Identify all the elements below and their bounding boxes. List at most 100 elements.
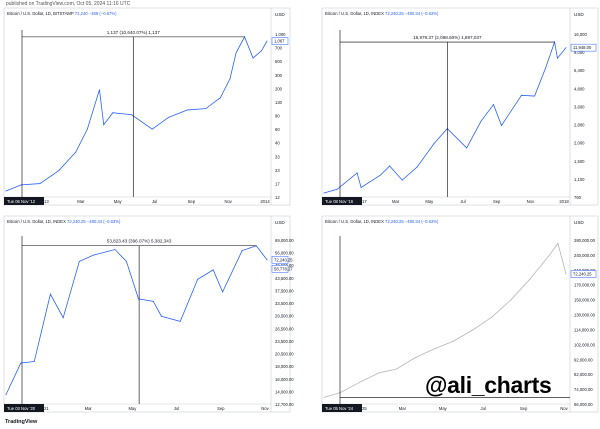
price-point: [261, 50, 262, 52]
start-date-label: Tue 05 Nov '24: [325, 406, 354, 411]
y-tick-label: 37,500.00: [275, 288, 294, 293]
last-price-label: 72,240.25: [573, 272, 592, 277]
price-point: [212, 269, 214, 271]
price-point: [565, 273, 567, 275]
y-tick-label: 92,000.00: [574, 357, 593, 362]
last-price-tag: [570, 270, 597, 278]
chart-header: Bitcoin / U.S. Dollar, 1D, BITSTAMP 72,2…: [7, 11, 117, 16]
y-tick-label: 700: [275, 46, 283, 51]
y-tick-label: 300: [275, 73, 283, 78]
start-date-tag: [322, 197, 362, 205]
panel-frame: [3, 7, 291, 206]
x-tick-label: Mar: [77, 199, 85, 204]
header-price-value: 72,240.25 −480.34 (−0.63%): [67, 219, 121, 224]
y-tick-label: 240,000.00: [574, 253, 596, 258]
y-tick-label: 12: [275, 195, 280, 200]
range-annotation: 18,979.37 (2,098.60%) 1,897,037: [413, 35, 482, 40]
chart-header: Bitcoin / U.S. Dollar, 1D, INDEX 72,240.…: [325, 219, 439, 224]
price-point: [557, 242, 559, 244]
y-tick-label: 43,500.00: [275, 276, 294, 281]
price-point: [565, 47, 567, 49]
price-point: [160, 315, 162, 317]
last-price-label: 11,948.00: [573, 45, 592, 50]
price-point: [252, 57, 254, 59]
y-tick-label: 2,800: [574, 123, 585, 128]
y-tick-label: 102,000.00: [574, 342, 596, 347]
x-tick-label: Nov: [527, 199, 535, 204]
x-tick-label: Mar: [392, 199, 400, 204]
x-tick-label: Sep: [493, 199, 501, 204]
y-tick-label: 1,100: [574, 177, 585, 182]
price-point: [493, 104, 494, 106]
price-point: [222, 291, 224, 293]
price-point: [151, 128, 153, 130]
price-point: [534, 95, 536, 97]
y-tick-label: 40: [275, 141, 280, 146]
price-point: [359, 381, 361, 383]
y-tick-label: 3,600: [574, 104, 585, 109]
price-point: [49, 293, 51, 295]
y-tick-label: 29,500.00: [275, 314, 294, 319]
price-point: [266, 40, 268, 42]
price-point: [389, 165, 391, 167]
x-tick-label: Jul: [152, 199, 157, 204]
price-series-line: [5, 35, 268, 192]
start-date-label: Tue 08 Nov '16: [325, 199, 354, 204]
last-price-tag: [271, 265, 289, 273]
price-point: [491, 316, 493, 318]
y-tick-label: 12,700.00: [275, 402, 294, 407]
y-tick-label: 6,400: [574, 68, 585, 73]
chart-header: Bitcoin / U.S. Dollar, 1D, INDEX 72,240.…: [325, 11, 439, 16]
price-point: [235, 52, 237, 54]
y-tick-label: 280,000.00: [574, 238, 596, 243]
price-point: [20, 362, 22, 364]
tradingview-logo: TradingView: [5, 419, 38, 425]
x-tick-label: 2013: [39, 199, 49, 204]
panel-frame: [321, 7, 599, 206]
chart-panel-1: Bitcoin / U.S. Dollar, 1D, BITSTAMP 72,2…: [3, 7, 291, 206]
x-tick-label: 2014: [260, 199, 270, 204]
price-point: [58, 170, 60, 172]
x-tick-label: Jul: [460, 199, 465, 204]
price-point: [78, 260, 80, 262]
x-tick-label: May: [425, 199, 434, 204]
price-point: [356, 172, 358, 174]
start-date-tag: [4, 404, 44, 412]
price-point: [360, 187, 362, 188]
price-series-line: [323, 242, 567, 398]
price-point: [86, 128, 88, 130]
price-point: [401, 179, 403, 181]
price-point: [336, 188, 338, 190]
price-point: [197, 278, 199, 280]
start-date-tag: [322, 404, 362, 412]
y-tick-label: 1,000: [275, 32, 286, 37]
last-price-tag: [271, 37, 289, 45]
price-series-line: [5, 245, 268, 395]
x-tick-label: 2025: [357, 406, 367, 411]
price-point: [416, 166, 418, 168]
price-point: [92, 254, 94, 256]
x-tick-label: Jul: [481, 406, 486, 411]
chart-header: Bitcoin / U.S. Dollar, 1D, INDEX 72,240.…: [7, 219, 121, 224]
x-tick-label: Mar: [85, 406, 93, 411]
y-tick-label: 170,000.00: [574, 283, 596, 288]
y-tick-label: 9,000: [574, 50, 585, 55]
price-point: [39, 183, 41, 185]
start-date-label: Tue 06 Nov '12: [7, 199, 36, 204]
y-tick-label: 90: [275, 114, 280, 119]
price-point: [548, 254, 550, 256]
price-point: [466, 147, 468, 149]
price-point: [112, 112, 114, 114]
y-tick-label: 16,000.00: [275, 377, 294, 382]
y-tick-label: 18,000.00: [275, 364, 294, 369]
x-tick-label: Sep: [188, 199, 196, 204]
author-watermark: @ali_charts: [425, 372, 552, 398]
y-tick-label: 56,000.00: [275, 251, 294, 256]
price-point: [131, 114, 133, 116]
y-tick-label: 150,000.00: [574, 298, 596, 303]
last-price-tag: [271, 256, 289, 264]
header-price-value: 72,240.25 −480.34 (−0.63%): [385, 11, 439, 16]
chart-panel-2: Bitcoin / U.S. Dollar, 1D, INDEX 72,240.…: [321, 7, 599, 206]
y-tick-label: 200: [275, 86, 283, 91]
